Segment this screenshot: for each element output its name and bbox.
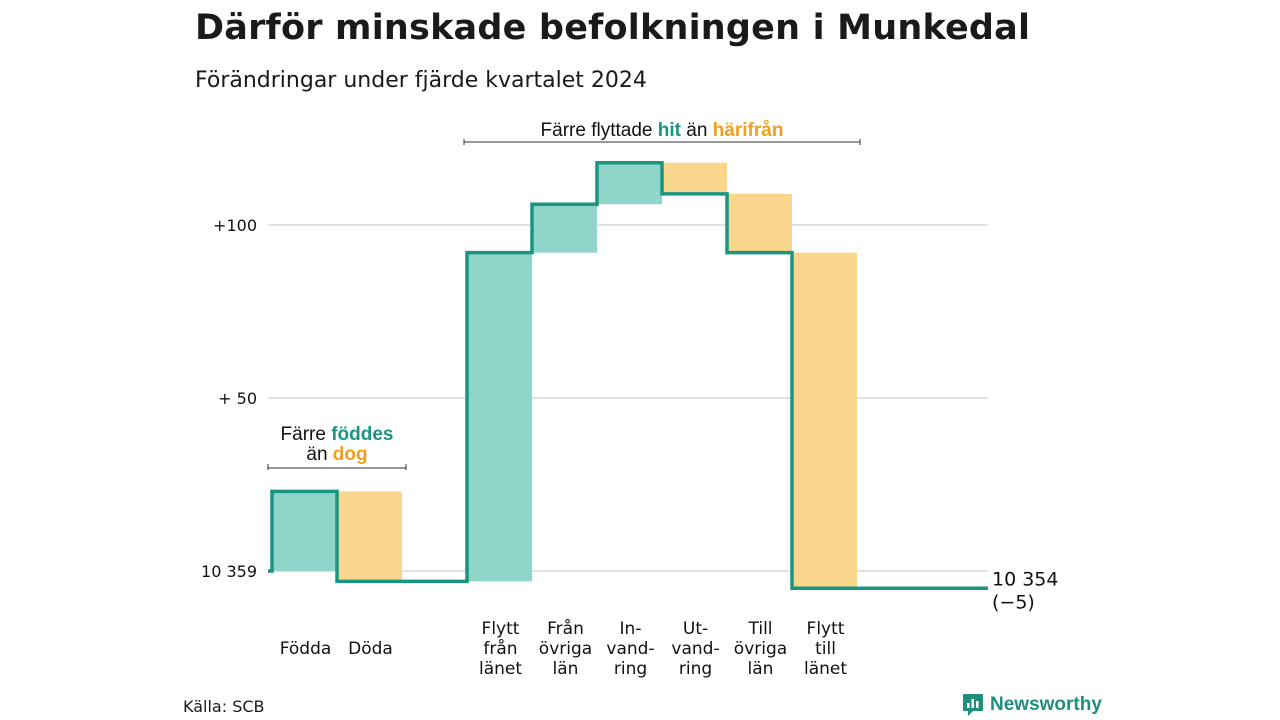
- y-tick-label: + 50: [218, 389, 257, 408]
- y-tick-label: 10 359: [201, 562, 257, 581]
- end-value-label: 10 354: [992, 568, 1058, 590]
- source-note: Källa: SCB: [183, 697, 265, 716]
- category-label: Flytt: [807, 619, 845, 639]
- category-label: till: [815, 639, 836, 659]
- running-total-line: [268, 160, 988, 591]
- category-label: Födda: [280, 639, 332, 659]
- category-label: In-: [620, 619, 642, 639]
- category-label: Från: [547, 618, 584, 639]
- category-label: län: [748, 659, 774, 679]
- waterfall-bar: [727, 193, 792, 253]
- annotation-bracket: [267, 464, 407, 470]
- category-label: Till: [747, 619, 772, 639]
- brand-logo: Newsworthy: [962, 693, 1102, 717]
- category-label: länet: [804, 659, 847, 679]
- category-label: Ut-: [683, 619, 708, 639]
- chart-bubble-icon: [963, 694, 983, 716]
- annotation-births-deaths: Färre föddes: [281, 424, 394, 445]
- category-label: från: [483, 638, 517, 659]
- annotation-migration: Färre flyttade hit än härifrån: [541, 120, 784, 141]
- brand-name: Newsworthy: [990, 694, 1102, 715]
- waterfall-bar: [467, 252, 532, 582]
- waterfall-bar: [792, 252, 857, 589]
- waterfall-bar: [337, 491, 402, 582]
- category-label: ring: [614, 659, 647, 679]
- waterfall-bar: [662, 162, 727, 194]
- category-label: vand-: [606, 639, 654, 659]
- category-label: Flytt: [482, 619, 520, 639]
- category-label: övriga: [734, 639, 787, 659]
- chart-subtitle: Förändringar under fjärde kvartalet 2024: [195, 68, 647, 93]
- category-label: vand-: [671, 639, 719, 659]
- end-change-label: (−5): [992, 591, 1035, 613]
- y-tick-label: +100: [213, 216, 257, 235]
- category-label: ring: [679, 659, 712, 679]
- category-label: övriga: [539, 639, 592, 659]
- annotation-bracket: [463, 139, 861, 145]
- waterfall-bar: [272, 491, 337, 571]
- waterfall-bar: [532, 204, 597, 253]
- category-label: Döda: [348, 639, 393, 659]
- category-label: länet: [479, 659, 522, 679]
- waterfall-bar: [597, 162, 662, 205]
- category-label: län: [553, 659, 579, 679]
- annotation-births-deaths-line2: än dog: [306, 444, 367, 465]
- chart-title: Därför minskade befolkningen i Munkedal: [195, 8, 1031, 48]
